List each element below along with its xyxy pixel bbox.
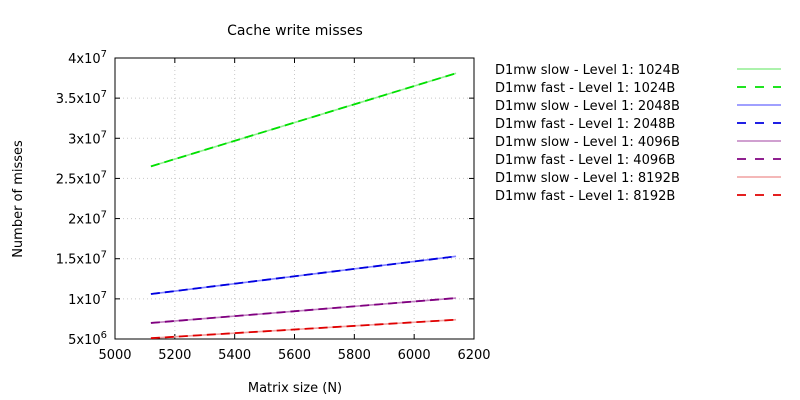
series-line-fast — [150, 72, 457, 168]
x-tick-label: 5600 — [278, 348, 311, 363]
x-axis-label: Matrix size (N) — [248, 381, 342, 396]
y-tick-label: 4x107 — [68, 49, 107, 67]
legend-entry-label: D1mw fast - Level 1: 2048B — [495, 117, 675, 132]
x-tick-label: 6200 — [457, 348, 490, 363]
y-tick-label: 5x106 — [68, 330, 107, 348]
legend-entry-label: D1mw fast - Level 1: 4096B — [495, 153, 675, 168]
legend-entry-label: D1mw slow - Level 1: 2048B — [495, 99, 680, 114]
y-tick-label: 3x107 — [68, 129, 107, 147]
legend-entry-label: D1mw slow - Level 1: 1024B — [495, 63, 680, 78]
ticks: 5000 5200 5400 5600 5800 6000 6200 5x106 1x107 1.… — [56, 49, 491, 363]
chart-title: Cache write misses — [227, 23, 363, 39]
series-line-fast — [150, 318, 457, 340]
y-tick-label: 2x107 — [68, 210, 107, 228]
legend-entry-label: D1mw fast - Level 1: 1024B — [495, 81, 675, 96]
grid — [115, 58, 474, 339]
x-tick-label: 6000 — [398, 348, 431, 363]
series-line-fast — [150, 255, 457, 295]
x-tick-label: 5000 — [98, 348, 131, 363]
legend: D1mw slow - Level 1: 1024B D1mw fast - Le… — [495, 63, 781, 204]
y-tick-label: 1x107 — [68, 290, 107, 308]
legend-entry-label: D1mw fast - Level 1: 8192B — [495, 189, 675, 204]
y-axis-label: Number of misses — [11, 140, 26, 258]
x-tick-label: 5200 — [158, 348, 191, 363]
legend-entry-label: D1mw slow - Level 1: 4096B — [495, 135, 680, 150]
y-tick-label: 1.5x107 — [56, 250, 107, 268]
x-tick-label: 5400 — [218, 348, 251, 363]
x-tick-label: 5800 — [338, 348, 371, 363]
series-lines — [150, 72, 457, 340]
y-tick-label: 3.5x107 — [56, 89, 107, 107]
y-tick-label: 2.5x107 — [56, 169, 107, 187]
legend-entry-label: D1mw slow - Level 1: 8192B — [495, 171, 680, 186]
series-line-fast — [150, 297, 457, 324]
